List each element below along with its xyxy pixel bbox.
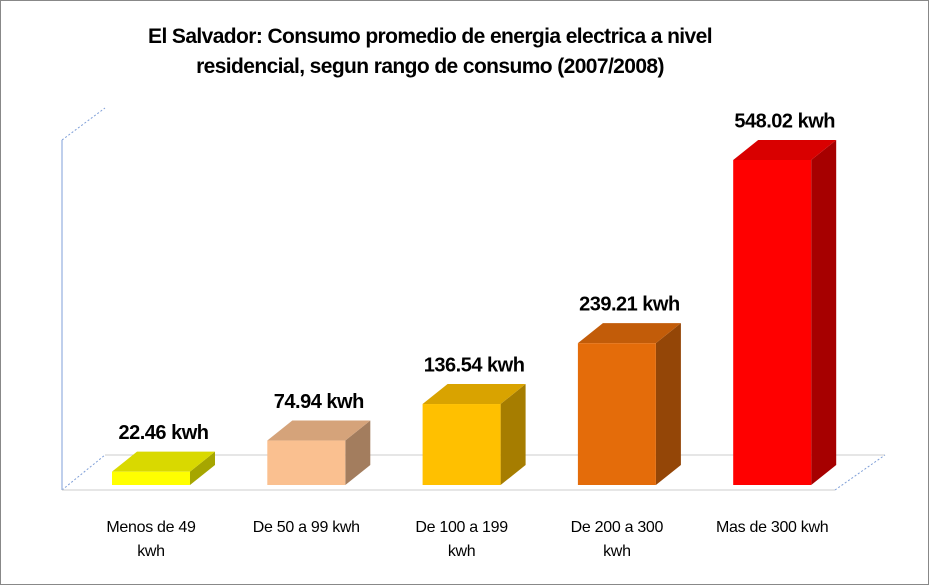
bar bbox=[112, 471, 190, 485]
bar bbox=[422, 404, 501, 485]
x-tick-label: Menos de 49 kwh bbox=[106, 519, 196, 560]
data-label: 239.21 kwh bbox=[579, 293, 680, 315]
bar-side bbox=[190, 451, 215, 485]
chart-title: El Salvador: Consumo promedio de energia… bbox=[148, 25, 712, 78]
x-tick-label: De 100 a 199 kwh bbox=[415, 519, 508, 560]
bar-side bbox=[655, 323, 681, 485]
data-label: 22.46 kwh bbox=[118, 422, 208, 444]
bar-top bbox=[422, 384, 526, 405]
x-tick-label: De 50 a 99 kwh bbox=[252, 519, 360, 536]
data-label: 74.94 kwh bbox=[274, 391, 364, 413]
bar bbox=[733, 160, 812, 485]
bar bbox=[577, 343, 656, 485]
bar-top bbox=[733, 140, 837, 160]
data-label: 136.54 kwh bbox=[424, 354, 525, 376]
bar-side bbox=[345, 420, 371, 485]
bar-top bbox=[112, 451, 215, 472]
bar-top bbox=[577, 323, 681, 344]
bar-side bbox=[500, 384, 526, 485]
bar bbox=[267, 440, 346, 485]
bar-top bbox=[267, 420, 371, 441]
bar-side bbox=[811, 140, 837, 485]
x-tick-label: De 200 a 300 kwh bbox=[570, 519, 664, 560]
x-tick-label: Mas de 300 kwh bbox=[716, 519, 829, 536]
data-label: 548.02 kwh bbox=[734, 110, 835, 132]
